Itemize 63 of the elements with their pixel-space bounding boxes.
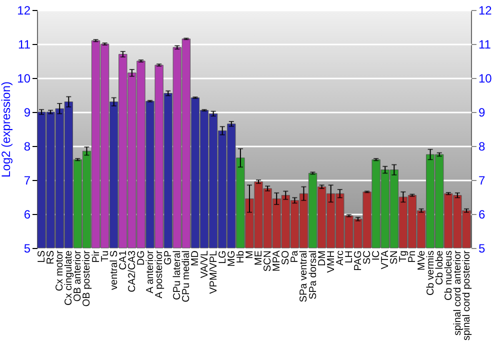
x-tick-label: A posterior [154,250,166,298]
y2-tick-label: 12 [478,4,492,18]
y2-tick-label: 11 [478,38,492,52]
x-tick-label: Cx cingulate [64,250,75,306]
x-tick-label: ME [254,250,265,266]
x-tick-label: SO [280,250,292,265]
x-tick-label: CA2/CA3 [126,250,138,292]
x-tick-label: OB posterior [82,250,93,307]
x-tick-label: SPa dorsal [308,250,319,300]
y2-tick-label: 9 [478,106,486,120]
x-tick-label: LG [217,250,228,264]
x-tick-label: Cb vermis [425,250,436,296]
y2-tick-label: 8 [478,140,486,154]
x-tick-label: SCN [262,250,274,272]
x-tick-label: Arc [334,250,346,266]
x-tick-label: Hb [235,250,246,264]
x-tick-label: SPa ventral [298,250,310,302]
x-tick-label: MG [226,250,238,267]
x-tick-label: Pir [90,250,102,263]
x-tick-label: SC [362,250,374,264]
y-tick-label: 6 [24,208,31,222]
x-tick-label: LS [36,250,48,263]
x-tick-label: A anterior [145,250,156,294]
x-tick-label: CA1 [118,250,129,270]
x-tick-label: MVe [416,250,428,271]
y-tick-label: 7 [24,174,31,188]
y-tick-label: 11 [18,38,31,52]
x-tick-label: Pn [407,250,418,263]
x-tick-label: RS [46,250,57,264]
y-tick-label: 10 [17,72,31,86]
x-tick-label: DG [136,250,147,266]
x-tick-label: Tg [398,250,410,262]
x-tick-label: M [244,250,256,259]
x-tick-label: DM [316,250,328,266]
x-tick-label: MD [190,250,202,266]
x-tick-label: VA/VL [199,250,210,278]
x-tick-label: IC [371,250,382,260]
x-tick-label: SN [389,250,400,264]
x-tick-label: ventral S [108,250,120,290]
x-tick-label: GP [163,250,174,265]
y2-tick-label: 7 [478,174,486,188]
y2-tick-label: 5 [478,242,486,256]
x-tick-label: Cb nucleus [443,250,454,301]
x-tick-label: spinal cord posterior [461,250,472,341]
x-tick-label: Cb lobe [434,250,446,285]
x-tick-label: CPu medial [181,250,192,302]
y2-tick-label: 6 [478,208,486,222]
x-tick-label: VPM/VPL [208,250,220,294]
x-tick-label: PAG [352,250,364,271]
x-tick-label: LH [344,250,355,264]
x-tick-label: OB anterior [72,250,84,302]
x-tick-label: MPA [272,250,283,272]
y-tick-label: 8 [24,140,31,154]
y-tick-label: 9 [24,106,31,120]
x-tick-label: spinal cord anterior [452,250,464,336]
x-tick-label: Pa [290,250,301,263]
y-tick-label: 12 [17,4,31,18]
x-tick-label: VTA [380,250,392,270]
y2-tick-label: 10 [478,72,492,86]
y-axis-title: Log2 (expression) [0,81,14,178]
x-tick-label: VMH [326,250,337,273]
x-tick-label: Tu [100,250,111,262]
y-tick-label: 5 [24,242,31,256]
